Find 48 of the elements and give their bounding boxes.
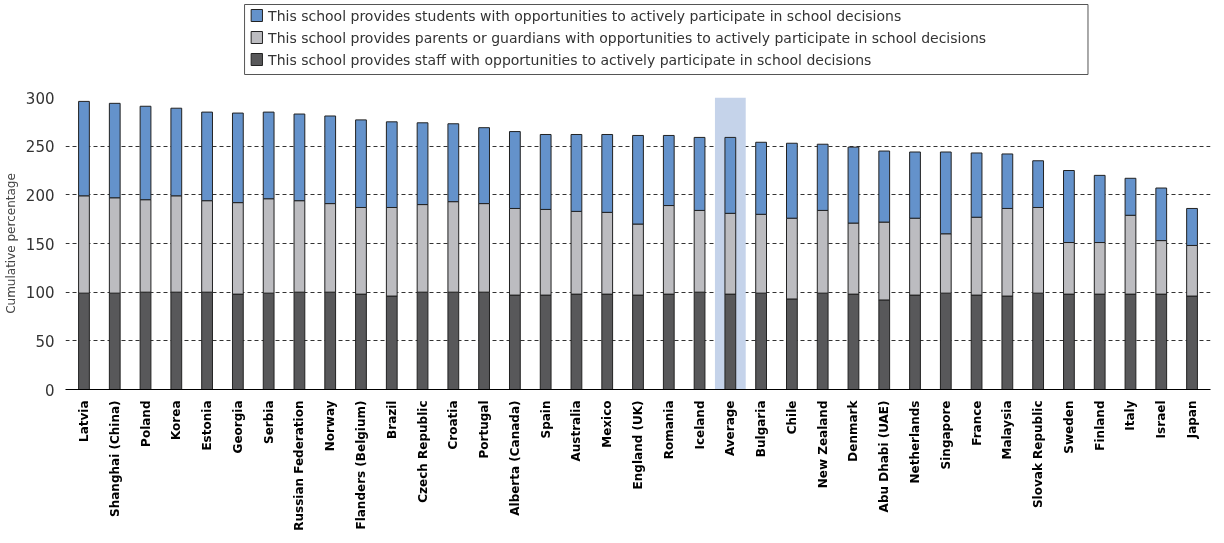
y-tick-label: 300 (25, 89, 55, 108)
x-tick-label: Italy (1123, 400, 1138, 431)
x-tick-label: Abu Dhabi (UAE) (877, 400, 892, 513)
x-tick-label: Portugal (477, 400, 492, 459)
x-tick-label: Mexico (600, 400, 615, 448)
x-tick-label: Japan (1185, 400, 1200, 440)
legend-label: This school provides staff with opportunities to actively participate in school decisions (267, 51, 872, 68)
x-tick-label: Flanders (Belgium) (353, 400, 368, 530)
x-tick-label: Sweden (1061, 400, 1076, 454)
y-tick-label: 150 (25, 235, 55, 254)
x-tick-label: Iceland (692, 400, 707, 450)
x-tick-label: Latvia (76, 400, 91, 443)
x-tick-label: Malaysia (1000, 400, 1015, 460)
legend-label: This school provides students with opportunities to actively participate in school decisions (267, 7, 902, 24)
x-tick-label: Israel (1154, 400, 1169, 439)
x-tick-label: Singapore (938, 400, 953, 470)
x-tick-label: Alberta (Canada) (507, 400, 522, 516)
x-tick-label: Serbia (261, 400, 276, 444)
x-tick-label: Australia (569, 400, 584, 462)
x-tick-label: France (969, 400, 984, 446)
x-tick-label: Czech Republic (415, 400, 430, 503)
x-tick-label: England (UK) (631, 400, 645, 490)
x-tick-label: Slovak Republic (1031, 400, 1046, 509)
x-tick-label: Spain (538, 400, 553, 439)
x-tick-label: Netherlands (908, 400, 923, 484)
y-tick-label: 200 (25, 186, 55, 205)
y-tick-label: 250 (25, 138, 55, 157)
x-tick-label: Croatia (446, 400, 461, 450)
x-tick-label: Estonia (200, 400, 215, 451)
y-tick-label: 50 (35, 332, 55, 351)
x-tick-label: Bulgaria (754, 400, 769, 458)
x-tick-label: Chile (784, 400, 799, 435)
x-tick-label: Russian Federation (292, 400, 307, 531)
y-axis-title: Cumulative percentage (3, 173, 18, 314)
x-tick-label: New Zealand (815, 400, 830, 489)
x-tick-label: Finland (1092, 400, 1107, 451)
x-tick-label: Average (723, 400, 738, 457)
x-tick-label: Korea (169, 400, 184, 440)
x-tick-label: Georgia (230, 400, 245, 454)
x-tick-label: Poland (138, 400, 153, 447)
x-tick-label: Shanghai (China) (107, 400, 122, 517)
x-tick-label: Norway (323, 400, 338, 452)
y-tick-label: 100 (25, 284, 55, 303)
legend-label: This school provides parents or guardians with opportunities to actively participate in school decisions (267, 29, 987, 46)
x-tick-label: Romania (661, 400, 676, 460)
x-tick-label: Denmark (846, 399, 861, 462)
x-tick-label: Brazil (384, 400, 399, 439)
y-tick-label: 0 (44, 381, 55, 400)
